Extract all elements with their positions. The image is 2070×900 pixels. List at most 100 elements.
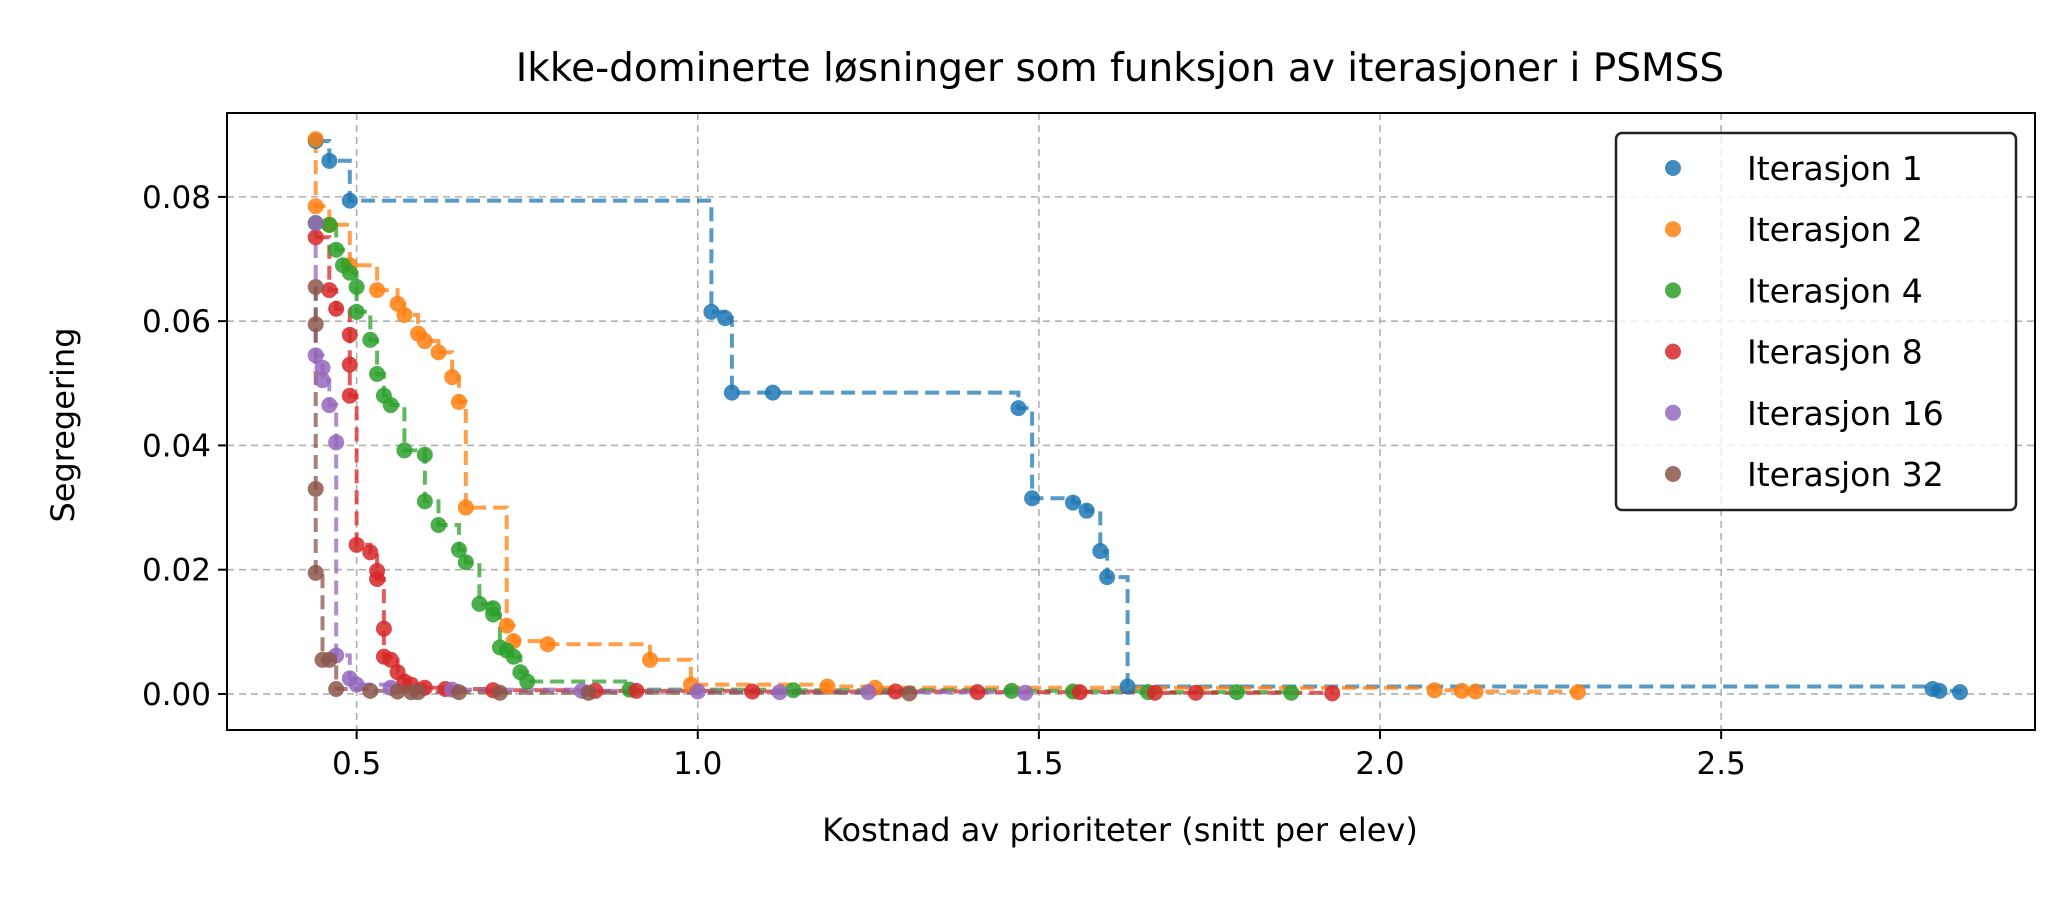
series-5-point: [348, 676, 365, 693]
series-6-point: [580, 684, 597, 701]
series-1-point: [1092, 543, 1109, 560]
legend-label: Iterasjon 8: [1747, 333, 1923, 372]
y-tick-label: 0.08: [142, 180, 211, 216]
series-6-point: [307, 564, 324, 581]
series-1-point: [1078, 502, 1095, 519]
series-1-point: [764, 384, 781, 401]
legend-marker: [1665, 343, 1681, 360]
series-5-point: [771, 684, 788, 701]
series-2-point: [498, 617, 515, 634]
plot-frame: [226, 112, 2036, 731]
legend-marker: [1665, 160, 1681, 176]
series-5-point: [328, 434, 345, 451]
series-4-point: [341, 387, 358, 404]
series-6-point: [321, 651, 338, 668]
series-1-point: [1931, 682, 1948, 699]
series-5-point: [860, 684, 877, 701]
legend: Iterasjon 1 Iterasjon 2 Iterasjon 4 Iterasj…: [1614, 131, 2018, 512]
legend-label: Iterasjon 1: [1747, 149, 1923, 188]
series-3-point: [369, 365, 386, 382]
series-1-point: [1951, 684, 1968, 701]
series-4-point: [628, 682, 645, 699]
legend-marker: [1665, 404, 1681, 421]
series-4-point: [341, 326, 358, 343]
series-2-point: [1467, 683, 1484, 700]
series-3-point: [485, 606, 502, 623]
series-4-point: [1071, 684, 1088, 701]
chart-title: Ikke-dominerte løsninger som funksjon av…: [516, 46, 1724, 91]
y-tick-label: 0.00: [142, 677, 211, 713]
series-5-point: [1017, 684, 1034, 701]
series-3-point: [450, 541, 467, 558]
series-4-point: [1187, 684, 1204, 701]
series-2-point: [819, 678, 836, 695]
series-1-point: [1065, 494, 1082, 511]
x-tick-label: 2.5: [1697, 746, 1746, 782]
series-3-point: [785, 682, 802, 699]
series-3-point: [416, 493, 433, 510]
plot-area: [226, 112, 2036, 731]
series-2-point: [450, 393, 467, 410]
series-2-point: [1453, 682, 1470, 699]
series-4-point: [887, 683, 904, 700]
series-3-point: [362, 331, 379, 348]
series-4-point: [382, 651, 399, 668]
x-tick-label: 1.0: [673, 746, 722, 782]
series-1-point: [723, 384, 740, 401]
legend-label: Iterasjon 2: [1747, 210, 1923, 249]
series-6-point: [491, 684, 508, 701]
series-3-point: [396, 442, 413, 459]
series-1-point: [321, 152, 338, 169]
series-6-point: [389, 683, 406, 700]
series-3-point: [430, 516, 447, 533]
legend-label: Iterasjon 4: [1747, 271, 1923, 310]
legend-label: Iterasjon 16: [1747, 394, 1944, 433]
series-1-point: [341, 192, 358, 209]
series-2-point: [642, 651, 659, 668]
series-6-point: [901, 685, 918, 702]
series-3-point: [519, 673, 536, 690]
y-tick-label: 0.02: [142, 553, 211, 589]
series-5-point: [307, 347, 324, 364]
series-6-point: [410, 684, 427, 701]
x-axis-ticks: 0.5 1.0 1.5 2.0 2.5: [332, 730, 1746, 782]
legend-marker: [1665, 221, 1681, 238]
series-3-point: [1003, 682, 1020, 699]
x-tick-label: 1.5: [1014, 746, 1063, 782]
series-6-point: [328, 680, 345, 697]
series-6-point: [450, 684, 467, 701]
x-tick-label: 0.5: [332, 746, 381, 782]
series-6-point: [307, 480, 324, 497]
series-2-point: [307, 131, 324, 148]
series-3-point: [348, 278, 365, 295]
series-3-point: [341, 264, 358, 281]
series-4-point: [328, 300, 345, 317]
legend-label: Iterasjon 32: [1747, 455, 1944, 494]
y-axis-ticks: 0.00 0.02 0.04 0.06 0.08: [142, 180, 227, 713]
series-2-point: [1569, 684, 1586, 701]
series-4-point: [369, 571, 386, 588]
legend-marker: [1665, 466, 1681, 482]
series-4-point: [1146, 684, 1163, 701]
series-5-point: [307, 214, 324, 231]
series-5-point: [314, 372, 331, 389]
series-4-point: [362, 544, 379, 561]
series-4-point: [321, 282, 338, 299]
series-3-point: [457, 554, 474, 571]
series-2-point: [369, 282, 386, 299]
series-5-point: [689, 683, 706, 700]
y-axis-label: Segregering: [44, 327, 82, 522]
series-5-point: [314, 359, 331, 376]
series-3-point: [471, 595, 488, 612]
x-axis-label: Kostnad av prioriteter (snitt per elev): [822, 811, 1418, 849]
series-2-point: [396, 306, 413, 323]
series-2-point: [457, 499, 474, 516]
series-2-point: [416, 333, 433, 350]
series-3-point: [1283, 684, 1300, 701]
legend-box: [1614, 131, 2018, 512]
y-tick-label: 0.06: [142, 304, 211, 340]
x-tick-label: 2.0: [1355, 746, 1404, 782]
series-2-point: [1426, 682, 1443, 699]
series-2-point: [430, 344, 447, 361]
series-3-point: [348, 303, 365, 320]
